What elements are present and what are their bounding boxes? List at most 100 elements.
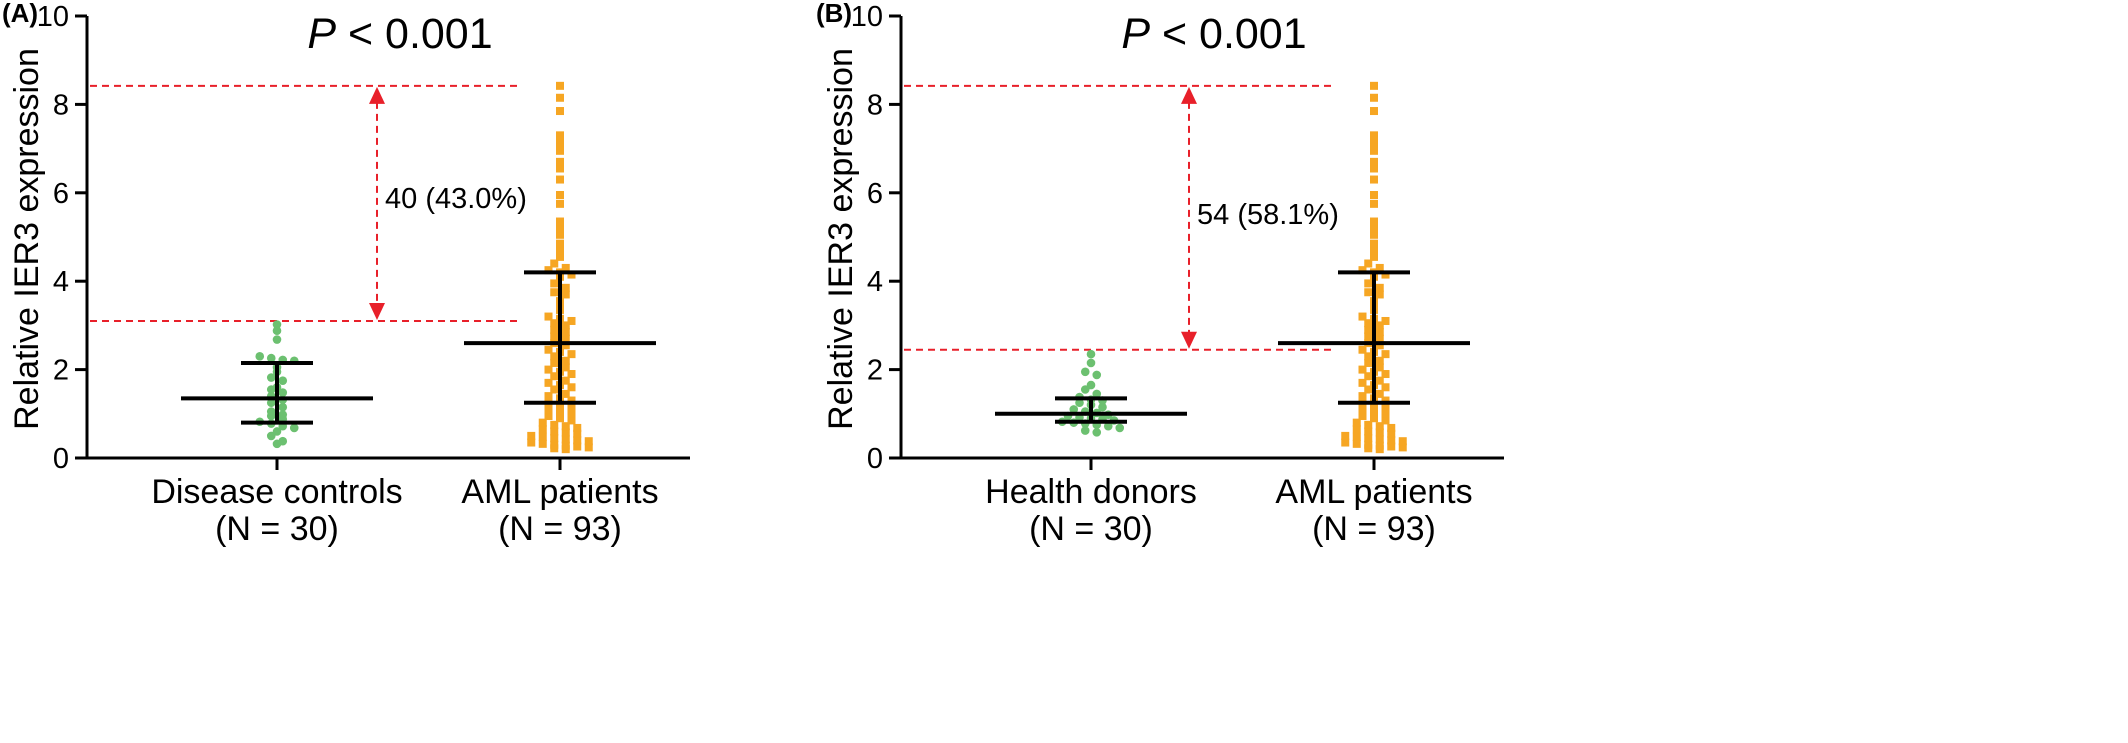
data-point	[1381, 370, 1390, 379]
data-point	[1364, 372, 1373, 381]
data-point	[561, 334, 570, 343]
panel-label: (B)	[816, 0, 852, 28]
data-point	[550, 288, 559, 297]
data-point	[278, 376, 288, 385]
series-group: AML patients(N = 93)	[461, 81, 659, 548]
arrow-head-up	[1181, 86, 1197, 104]
data-point	[550, 319, 559, 328]
data-point	[1370, 239, 1378, 248]
data-point	[1381, 383, 1390, 392]
data-point	[1358, 266, 1367, 275]
data-point	[556, 142, 564, 151]
data-point	[266, 353, 276, 363]
data-point	[550, 372, 559, 381]
data-point	[1381, 396, 1390, 405]
data-point	[1370, 246, 1378, 255]
data-point	[1387, 429, 1396, 438]
data-point	[1103, 421, 1113, 431]
y-tick-label: 10	[851, 1, 883, 33]
x-category-label: AML patients	[1275, 473, 1472, 511]
data-point	[567, 270, 576, 279]
data-point	[1352, 418, 1361, 427]
y-tick-label: 6	[867, 178, 883, 210]
data-point	[1375, 283, 1384, 292]
data-point	[538, 425, 547, 434]
y-axis-label: Relative IER3 expression	[822, 48, 860, 430]
data-point	[544, 365, 553, 374]
data-point	[1370, 224, 1378, 233]
data-point	[1115, 423, 1125, 433]
data-point	[561, 263, 570, 272]
data-point	[561, 321, 570, 330]
y-tick-label: 0	[867, 443, 883, 475]
data-point	[550, 440, 559, 449]
series-group: AML patients(N = 93)	[1275, 81, 1473, 548]
data-point	[550, 259, 559, 268]
data-point	[1352, 425, 1361, 434]
data-point	[272, 335, 282, 344]
data-point	[527, 431, 536, 440]
data-point	[1341, 431, 1350, 440]
data-point	[1092, 370, 1102, 380]
data-point	[1098, 402, 1107, 412]
data-point	[573, 429, 582, 438]
data-point	[1364, 385, 1373, 394]
p-value-symbol: P	[307, 10, 336, 58]
data-point	[561, 356, 570, 365]
data-point	[567, 409, 576, 418]
data-point	[1375, 263, 1384, 272]
data-point	[1398, 443, 1407, 452]
data-point	[573, 442, 582, 451]
data-point	[1358, 392, 1367, 401]
data-point	[561, 341, 570, 350]
data-point	[1375, 389, 1384, 398]
data-point	[1381, 316, 1390, 325]
data-point	[550, 358, 559, 367]
data-point	[561, 389, 570, 398]
data-point	[550, 352, 559, 361]
data-point	[1364, 420, 1373, 429]
arrow-head-down	[1181, 331, 1197, 349]
series-group: Disease controls(N = 30)	[151, 320, 403, 548]
data-point	[1370, 135, 1378, 144]
data-point	[1364, 332, 1373, 341]
data-point	[544, 378, 553, 387]
y-tick-label: 0	[53, 443, 69, 475]
data-point	[1370, 414, 1378, 423]
data-point	[550, 325, 559, 334]
data-point	[556, 157, 564, 166]
p-value-label: P < 0.001	[1121, 10, 1306, 58]
data-point	[1370, 164, 1378, 173]
data-point	[544, 412, 553, 421]
data-point	[1364, 325, 1373, 334]
data-point	[538, 418, 547, 427]
data-point	[1370, 407, 1378, 416]
data-point	[1387, 442, 1396, 451]
data-point	[567, 416, 576, 425]
p-value-text: < 0.001	[1150, 10, 1307, 58]
data-point	[544, 392, 553, 401]
data-point	[1370, 93, 1378, 102]
data-point	[1375, 376, 1384, 385]
x-category-count: (N = 93)	[498, 510, 622, 548]
data-point	[1375, 422, 1384, 431]
data-point	[550, 420, 559, 429]
data-point	[556, 191, 564, 200]
data-point	[550, 434, 559, 443]
y-axis-label: Relative IER3 expression	[8, 48, 46, 430]
data-point	[272, 326, 282, 336]
data-point	[1370, 199, 1378, 208]
data-point	[1358, 378, 1367, 387]
data-point	[1358, 412, 1367, 421]
data-point	[556, 224, 564, 233]
data-point	[266, 373, 276, 382]
p-value-symbol: P	[1121, 10, 1150, 58]
data-point	[278, 410, 288, 419]
arrow-head-down	[369, 302, 385, 320]
data-point	[1370, 252, 1378, 261]
y-tick-label: 4	[53, 266, 69, 298]
overexpression-annotation: 54 (58.1%)	[1197, 199, 1339, 231]
data-point	[556, 146, 564, 155]
data-point	[561, 283, 570, 292]
data-point	[1375, 290, 1384, 299]
